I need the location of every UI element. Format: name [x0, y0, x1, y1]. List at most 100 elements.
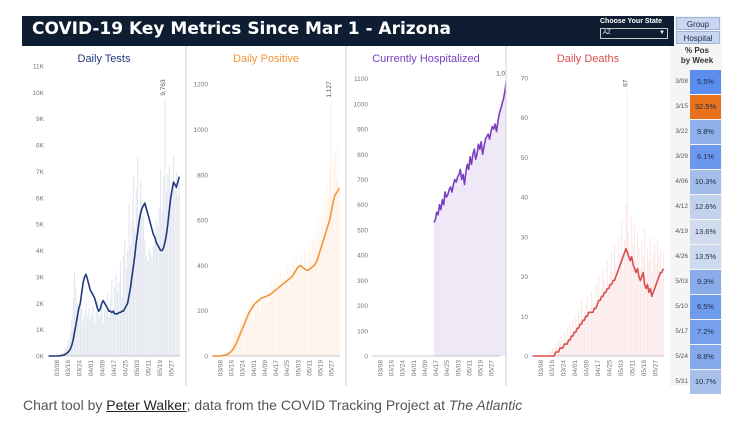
- daily-tests-bar: [68, 340, 70, 356]
- caption: Chart tool by Peter Walker; data from th…: [23, 397, 522, 413]
- dashboard-frame: COVID-19 Key Metrics Since Mar 1 - Arizo…: [22, 16, 722, 394]
- daily-deaths-bar: [645, 276, 647, 356]
- chevron-down-icon: ▼: [659, 30, 665, 36]
- percent-positive-header-line1: % Pos: [684, 46, 709, 55]
- daily-positive-bar: [267, 301, 269, 356]
- daily-tests-title: Daily Tests: [78, 53, 131, 65]
- daily-positive-bar: [320, 211, 322, 356]
- currently-hospitalized-xtick-label: 04/25: [444, 360, 451, 377]
- daily-tests-xtick-label: 03/24: [77, 360, 84, 377]
- daily-deaths-ytick-label: 40: [521, 195, 529, 202]
- week-row: 3/29 6.1%: [670, 145, 722, 170]
- daily-positive-bar: [241, 319, 243, 356]
- currently-hospitalized-ytick-label: 700: [357, 177, 368, 184]
- daily-positive-bar: [266, 288, 268, 356]
- week-date: 3/22: [675, 128, 688, 135]
- daily-deaths-bar: [598, 276, 600, 356]
- currently-hospitalized-ytick-label: 1000: [354, 101, 369, 108]
- daily-positive-xtick-label: 04/17: [273, 360, 280, 377]
- daily-positive-bar: [288, 288, 290, 356]
- group-toggle-button[interactable]: Group: [676, 17, 720, 30]
- daily-tests-bar: [107, 292, 109, 356]
- week-percent-cell: 6.1%: [690, 145, 721, 169]
- state-picker-label: Choose Your State: [600, 18, 662, 25]
- daily-tests-bar: [145, 255, 147, 356]
- daily-positive-bar: [242, 324, 244, 356]
- daily-deaths-xtick-label: 05/11: [630, 360, 637, 376]
- percent-positive-header-line2: by Week: [680, 56, 714, 65]
- daily-positive-ytick-label: 400: [197, 263, 208, 270]
- daily-positive-bar: [313, 244, 315, 356]
- daily-tests-bar: [138, 218, 140, 356]
- daily-deaths-xtick-label: 04/09: [584, 360, 591, 377]
- daily-positive-bar: [240, 322, 242, 356]
- daily-tests-bar: [162, 176, 165, 356]
- daily-tests-bar: [122, 255, 124, 356]
- daily-tests-bar: [158, 208, 160, 356]
- daily-tests-bar: [78, 316, 80, 356]
- daily-positive-bar: [285, 281, 287, 356]
- daily-positive-bar: [301, 254, 303, 356]
- daily-tests-bar: [102, 321, 104, 356]
- daily-positive-bar: [273, 285, 275, 356]
- daily-tests-bar: [141, 200, 143, 356]
- daily-positive-bar: [297, 274, 299, 356]
- daily-positive-bar: [319, 235, 321, 356]
- daily-deaths-ytick-label: 60: [521, 115, 529, 122]
- hospital-toggle-button[interactable]: Hospital: [676, 31, 720, 44]
- daily-tests-bar: [121, 298, 123, 356]
- daily-positive-xtick-label: 04/01: [251, 360, 258, 377]
- week-row: 5/17 7.2%: [670, 320, 722, 345]
- daily-tests-bar: [125, 269, 127, 356]
- week-row: 5/10 6.5%: [670, 295, 722, 320]
- daily-positive-bar: [280, 269, 282, 356]
- daily-positive-bar: [274, 281, 276, 356]
- daily-deaths-bar: [560, 336, 562, 356]
- daily-tests-bar: [124, 240, 126, 356]
- daily-deaths-bar: [547, 352, 550, 356]
- currently-hospitalized-ytick-label: 600: [357, 202, 368, 209]
- state-select[interactable]: AZ ▼: [600, 28, 668, 39]
- daily-tests-bar: [98, 316, 100, 356]
- daily-positive-bar: [298, 263, 300, 356]
- daily-deaths-bar: [638, 248, 640, 356]
- daily-positive-ytick-label: 1200: [194, 82, 209, 89]
- state-select-value: AZ: [603, 30, 611, 36]
- daily-deaths-xtick-label: 03/16: [549, 360, 556, 377]
- daily-positive-ytick-label: 600: [197, 218, 208, 225]
- week-date: 4/06: [675, 178, 688, 185]
- week-date: 3/15: [675, 103, 688, 110]
- daily-tests-bar: [128, 203, 130, 356]
- caption-middle: ; data from the COVID Tracking Project a…: [186, 397, 449, 413]
- daily-deaths-bar: [621, 220, 623, 356]
- daily-deaths-xtick-label: 05/03: [618, 360, 625, 377]
- daily-deaths-bar: [578, 308, 580, 356]
- daily-positive-ytick-label: 0: [204, 354, 208, 361]
- daily-positive-bar: [310, 258, 312, 356]
- daily-tests-bar: [170, 197, 172, 356]
- currently-hospitalized-xtick-label: 04/17: [433, 360, 440, 377]
- currently-hospitalized-xtick-label: 03/24: [400, 360, 407, 377]
- daily-tests-ytick-label: 0K: [36, 354, 45, 361]
- daily-deaths-bar: [655, 264, 657, 356]
- daily-deaths-bar: [648, 260, 650, 356]
- author-link[interactable]: Peter Walker: [106, 397, 187, 413]
- daily-tests-bar: [150, 253, 152, 356]
- daily-tests-ytick-label: 8K: [36, 143, 45, 150]
- daily-positive-bar: [331, 197, 333, 356]
- daily-tests-xtick-label: 05/03: [134, 360, 141, 377]
- daily-tests-bar: [174, 187, 176, 356]
- daily-positive-bar: [244, 317, 246, 356]
- daily-deaths-bar: [657, 240, 659, 356]
- daily-positive-bar: [334, 152, 336, 356]
- daily-deaths-bar: [624, 240, 626, 356]
- daily-positive-bar: [316, 247, 318, 356]
- week-row: 3/22 9.8%: [670, 120, 722, 145]
- daily-tests-bar: [155, 218, 157, 356]
- daily-deaths-bar: [591, 292, 593, 356]
- daily-tests-xtick-label: 03/16: [65, 360, 72, 377]
- daily-positive-bar: [315, 231, 317, 356]
- daily-deaths-bar: [579, 324, 581, 356]
- daily-deaths-bar: [636, 236, 638, 356]
- daily-tests-bar: [164, 98, 166, 356]
